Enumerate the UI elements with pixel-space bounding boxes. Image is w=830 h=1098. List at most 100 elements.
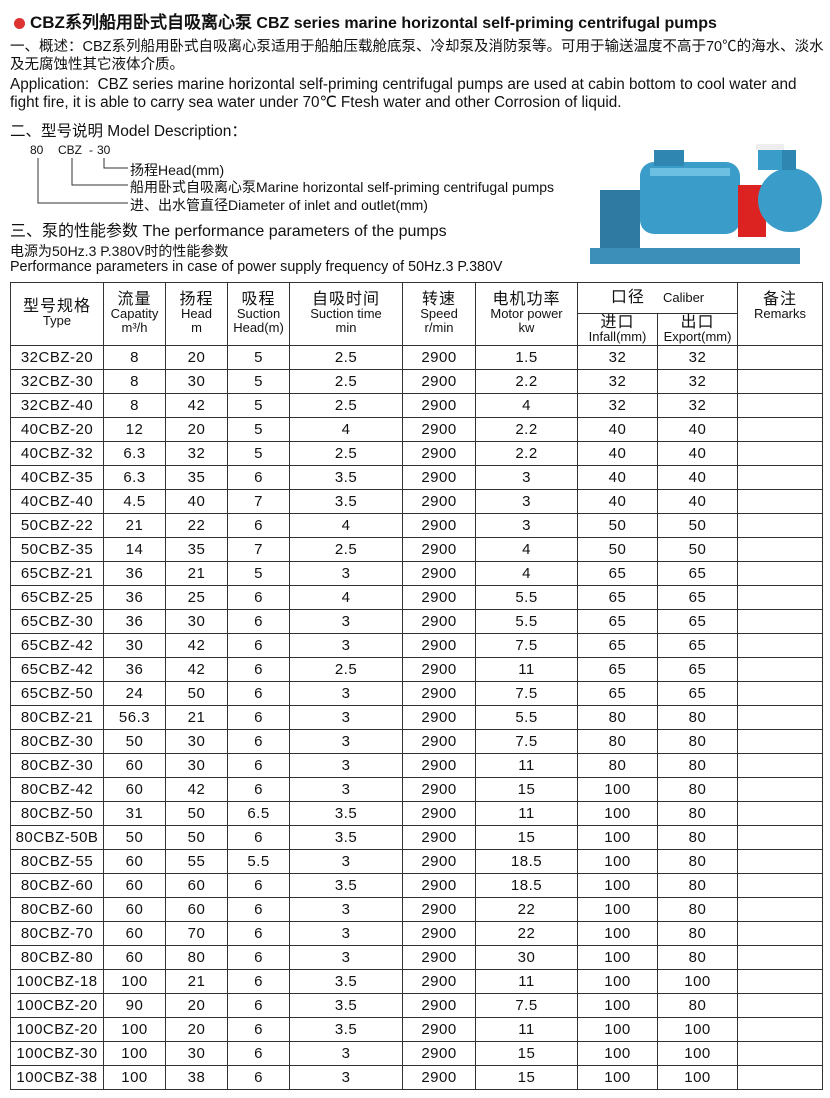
table-cell: 15 bbox=[475, 1065, 578, 1090]
table-cell: 8 bbox=[103, 345, 166, 370]
table-cell: 2900 bbox=[402, 753, 476, 778]
header-cell: 扬程 Head m bbox=[165, 282, 228, 346]
table-row: 80CBZ-42 60 42 6 3 2900 15 100 80 bbox=[10, 777, 824, 802]
table-cell: 3 bbox=[289, 561, 403, 586]
table-cell: 80CBZ-42 bbox=[10, 777, 104, 802]
table-cell: 40 bbox=[577, 417, 658, 442]
table-row: 32CBZ-40 8 42 5 2.5 2900 4 32 32 bbox=[10, 393, 824, 418]
table-cell: 2900 bbox=[402, 945, 476, 970]
table-cell: 100 bbox=[577, 969, 658, 994]
remarks-cell bbox=[737, 537, 824, 562]
table-cell: 65 bbox=[577, 633, 658, 658]
remarks-cell bbox=[737, 969, 824, 994]
table-cell: 60 bbox=[103, 753, 166, 778]
table-cell: 80CBZ-60 bbox=[10, 873, 104, 898]
table-cell: 80 bbox=[577, 705, 658, 730]
table-cell: 2.5 bbox=[289, 537, 403, 562]
table-cell: 65 bbox=[577, 585, 658, 610]
table-cell: 6 bbox=[227, 825, 290, 850]
table-cell: 4 bbox=[289, 585, 403, 610]
table-cell: 30 bbox=[165, 609, 228, 634]
remarks-cell bbox=[737, 561, 824, 586]
remarks-cell bbox=[737, 873, 824, 898]
table-cell: 65CBZ-21 bbox=[10, 561, 104, 586]
table-cell: 11 bbox=[475, 1017, 578, 1042]
table-cell: 38 bbox=[165, 1065, 228, 1090]
table-row: 65CBZ-42 30 42 6 3 2900 7.5 65 65 bbox=[10, 633, 824, 658]
table-cell: 100 bbox=[577, 801, 658, 826]
header-cell: 进口 Infall(mm) bbox=[577, 313, 658, 346]
text: 扬程 bbox=[179, 291, 214, 308]
table-cell: 2900 bbox=[402, 513, 476, 538]
table-cell: 80 bbox=[656, 849, 739, 874]
header-cell: 流量 Capatity m³/h bbox=[103, 282, 166, 346]
table-cell: 40CBZ-40 bbox=[10, 489, 104, 514]
table-cell: 2900 bbox=[402, 417, 476, 442]
table-cell: 30 bbox=[165, 1041, 228, 1066]
remarks-cell bbox=[737, 993, 824, 1018]
remarks-cell bbox=[737, 657, 824, 682]
table-cell: 3.5 bbox=[289, 465, 403, 490]
table-cell: 32 bbox=[577, 345, 658, 370]
table-cell: 65CBZ-50 bbox=[10, 681, 104, 706]
table-cell: 65 bbox=[656, 609, 739, 634]
graphics bbox=[37, 144, 822, 264]
table-cell: 80 bbox=[656, 705, 739, 730]
table-cell: 7.5 bbox=[475, 633, 578, 658]
table-cell: 32CBZ-30 bbox=[10, 369, 104, 394]
table-cell: 42 bbox=[165, 657, 228, 682]
table-cell: 21 bbox=[165, 705, 228, 730]
remarks-cell bbox=[737, 513, 824, 538]
table-cell: 2900 bbox=[402, 537, 476, 562]
heading: 一、概述： bbox=[10, 39, 83, 55]
table-cell: 4 bbox=[475, 561, 578, 586]
code-part: 30 bbox=[97, 143, 111, 157]
table-cell: 31 bbox=[103, 801, 166, 826]
table-cell: 50 bbox=[165, 801, 228, 826]
table-cell: 6 bbox=[227, 633, 290, 658]
table-cell: 4 bbox=[475, 393, 578, 418]
table-cell: 60 bbox=[103, 777, 166, 802]
title-cn: CBZ系列船用卧式自吸离心泵 bbox=[30, 13, 252, 32]
table-cell: 100 bbox=[577, 1065, 658, 1090]
table-row: 40CBZ-40 4.5 40 7 3.5 2900 3 40 40 bbox=[10, 489, 824, 514]
header-cell: 出口 Export(mm) bbox=[656, 313, 739, 346]
table-cell: 6.5 bbox=[227, 801, 290, 826]
table-cell: 60 bbox=[165, 897, 228, 922]
code-part: 80 bbox=[30, 143, 44, 157]
table-cell: 2900 bbox=[402, 1017, 476, 1042]
table-cell: 65CBZ-25 bbox=[10, 585, 104, 610]
table-cell: 4 bbox=[475, 537, 578, 562]
title-en: CBZ series marine horizontal self-primin… bbox=[256, 15, 717, 32]
table-cell: 100 bbox=[103, 1065, 166, 1090]
table-cell: 32 bbox=[577, 369, 658, 394]
table-cell: 11 bbox=[475, 753, 578, 778]
remarks-cell bbox=[737, 441, 824, 466]
remarks-cell bbox=[737, 417, 824, 442]
table-cell: 4 bbox=[289, 417, 403, 442]
table-cell: 2900 bbox=[402, 873, 476, 898]
table-cell: 65CBZ-30 bbox=[10, 609, 104, 634]
table-cell: 3 bbox=[289, 777, 403, 802]
table-cell: 65 bbox=[577, 609, 658, 634]
remarks-cell bbox=[737, 729, 824, 754]
text: Capatity bbox=[110, 306, 159, 321]
table-cell: 3 bbox=[289, 1041, 403, 1066]
table-cell: 2900 bbox=[402, 921, 476, 946]
table-cell: 14 bbox=[103, 537, 166, 562]
table-cell: 2900 bbox=[402, 609, 476, 634]
table-cell: 65CBZ-42 bbox=[10, 633, 104, 658]
table-cell: 80CBZ-60 bbox=[10, 897, 104, 922]
table-cell: 7.5 bbox=[475, 729, 578, 754]
table-cell: 6 bbox=[227, 945, 290, 970]
remarks-cell bbox=[737, 801, 824, 826]
text: r/min bbox=[424, 320, 454, 335]
remarks-cell bbox=[737, 609, 824, 634]
heading: 二、型号说明 Model Description： bbox=[10, 123, 247, 140]
label: Application: bbox=[10, 76, 90, 93]
remarks-cell bbox=[737, 825, 824, 850]
remarks-cell bbox=[737, 705, 824, 730]
table-cell: 2900 bbox=[402, 825, 476, 850]
table-cell: 11 bbox=[475, 801, 578, 826]
table-cell: 3.5 bbox=[289, 993, 403, 1018]
